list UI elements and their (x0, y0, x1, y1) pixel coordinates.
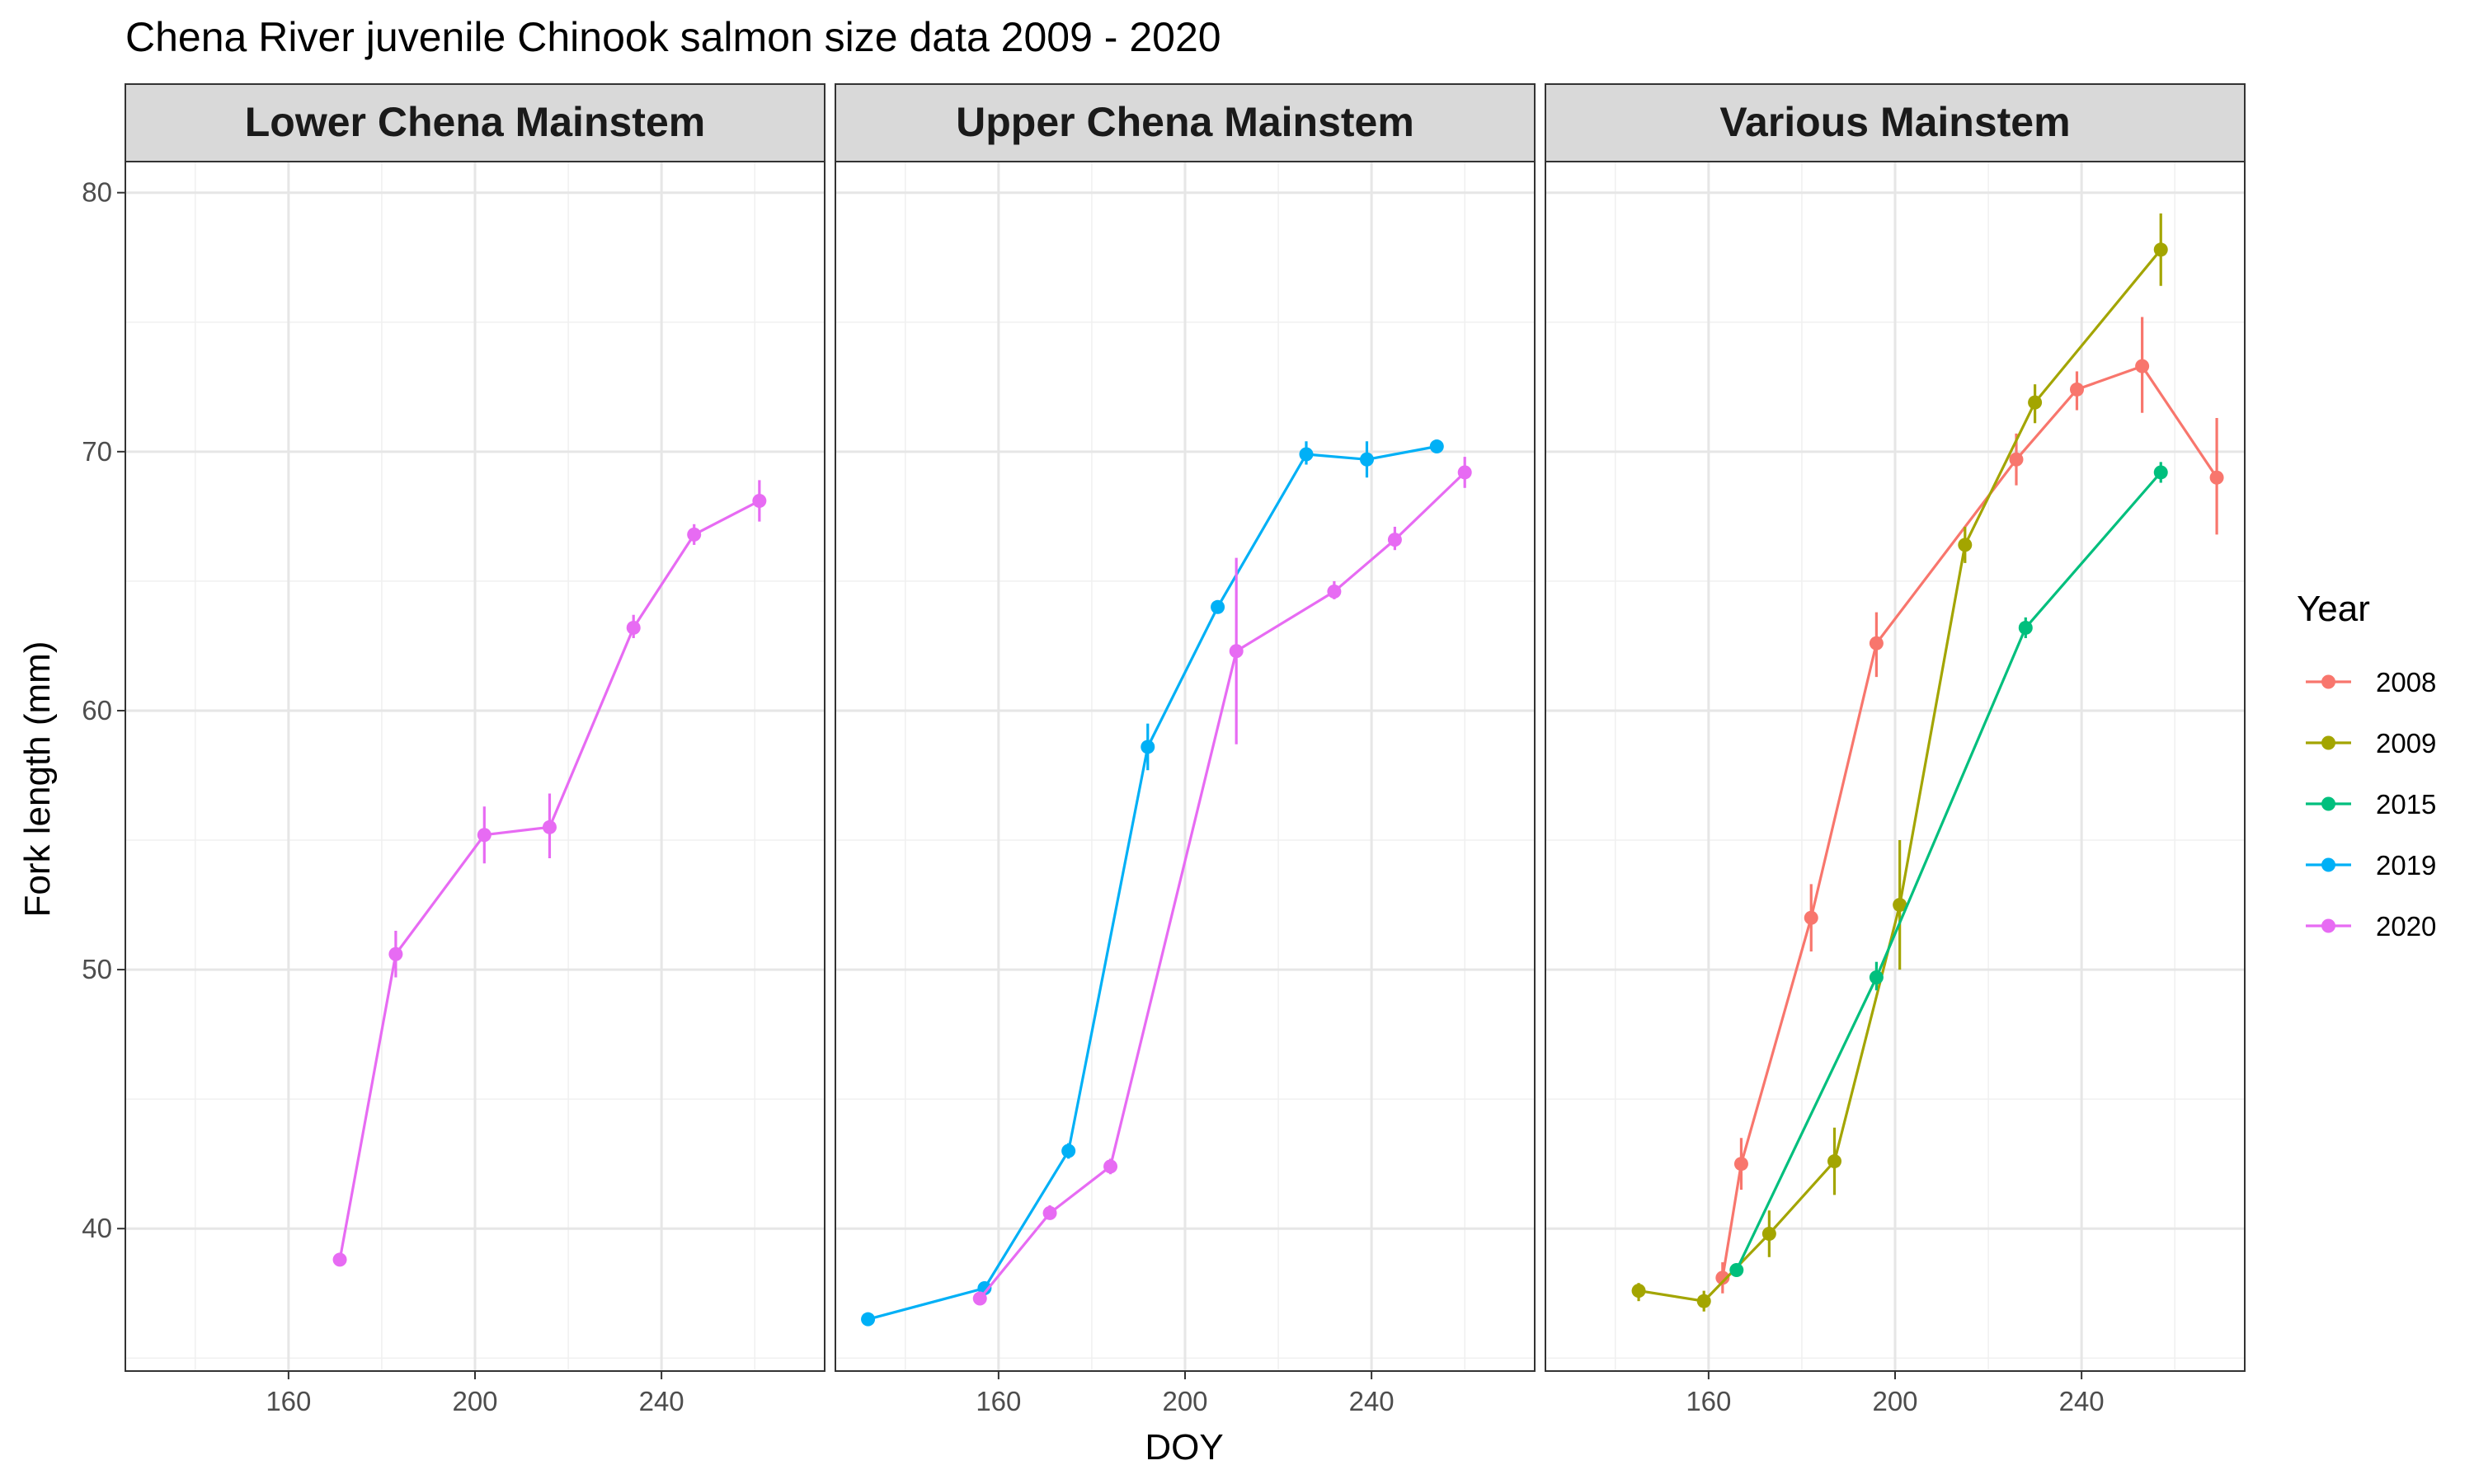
x-tick-label: 240 (2059, 1386, 2105, 1416)
facet-panels: Lower Chena Mainstem 160 200 240 40 50 60 70 80 U… (82, 83, 2246, 1416)
legend-label: 2008 (2376, 667, 2436, 697)
legend-entries: 2008 2009 2015 2019 2020 (2306, 667, 2436, 942)
facet-strip-label: Various Mainstem (1719, 99, 2070, 145)
facet-strip-label: Upper Chena Mainstem (956, 99, 1414, 145)
legend-label: 2019 (2376, 850, 2436, 881)
series-line-2008 (1721, 364, 2218, 1279)
legend-entry-2015: 2015 (2306, 789, 2436, 819)
x-tick-label: 160 (1686, 1386, 1731, 1416)
legend-entry-2020: 2020 (2306, 911, 2436, 942)
series-2015 (1729, 462, 2168, 1277)
legend-key-point (2321, 735, 2335, 750)
data-point (332, 1252, 347, 1267)
data-point (2153, 465, 2168, 480)
series-2020 (972, 457, 1472, 1306)
facet-panel-2: Upper Chena Mainstem 160 200 240 (835, 83, 1536, 1416)
data-point (687, 527, 702, 542)
data-point (1387, 533, 1402, 547)
data-point (1869, 970, 1884, 985)
facet-panel-3: Various Mainstem 160 200 240 (1545, 83, 2246, 1416)
x-axis-title: DOY (1145, 1427, 1223, 1468)
data-point (2018, 620, 2033, 635)
legend-key-point (2321, 918, 2335, 933)
data-point (2135, 359, 2150, 373)
series-2009 (1631, 213, 2168, 1312)
legend-label: 2015 (2376, 789, 2436, 819)
data-point (1761, 1227, 1776, 1242)
data-point (2209, 470, 2224, 485)
data-point (1359, 452, 1374, 467)
legend-title: Year (2297, 589, 2370, 629)
y-tick-label: 70 (82, 436, 112, 467)
facet-strip (1545, 83, 2246, 162)
data-point (1103, 1159, 1118, 1174)
data-point (1958, 538, 1973, 552)
x-tick-label: 240 (1349, 1386, 1395, 1416)
x-tick-label: 200 (452, 1386, 497, 1416)
data-point (1299, 447, 1314, 462)
data-point (1631, 1284, 1646, 1298)
x-tick-label: 200 (1162, 1386, 1207, 1416)
series-2020 (332, 480, 767, 1267)
x-tick-label: 160 (266, 1386, 311, 1416)
data-point (1804, 910, 1818, 925)
data-point (1229, 644, 1244, 659)
series-line-2015 (1735, 471, 2162, 1271)
data-point (1042, 1205, 1057, 1220)
data-point (1869, 636, 1884, 650)
legend-entry-2008: 2008 (2306, 667, 2436, 697)
series-line-2009 (1638, 248, 2162, 1303)
data-point (1696, 1294, 1711, 1308)
series-line-2019 (868, 444, 1437, 1321)
data-point (1893, 898, 1907, 913)
y-tick-label: 50 (82, 954, 112, 984)
data-point (2009, 452, 2024, 467)
data-point (388, 946, 403, 961)
data-point (1457, 465, 1472, 480)
data-point (1729, 1262, 1744, 1277)
legend-key-point (2321, 796, 2335, 811)
legend-label: 2020 (2376, 911, 2436, 942)
data-point (1715, 1270, 1730, 1285)
facet-strip (125, 83, 825, 162)
series-2008 (1715, 317, 2224, 1294)
data-point (542, 819, 557, 834)
data-point (1061, 1144, 1076, 1158)
facet-strip-label: Lower Chena Mainstem (245, 99, 705, 145)
chart-title: Chena River juvenile Chinook salmon size… (125, 14, 1221, 60)
facet-panel-1: Lower Chena Mainstem 160 200 240 40 50 60 70 80 (82, 83, 825, 1416)
legend-key-point (2321, 674, 2335, 689)
data-point (1429, 439, 1444, 454)
legend-entry-2009: 2009 (2306, 728, 2436, 758)
data-point (626, 620, 641, 635)
data-point (1733, 1157, 1748, 1172)
data-point (1211, 599, 1225, 614)
data-point (2028, 395, 2043, 410)
data-point (2069, 382, 2084, 397)
data-point (1141, 740, 1155, 754)
legend-label: 2009 (2376, 728, 2436, 758)
data-point (2153, 242, 2168, 257)
data-point (1827, 1154, 1842, 1169)
data-point (972, 1291, 987, 1306)
legend-entry-2019: 2019 (2306, 850, 2436, 881)
data-point (752, 494, 767, 509)
legend: Year 2008 2009 2015 2019 2020 (2297, 589, 2436, 942)
x-tick-label: 240 (639, 1386, 684, 1416)
x-tick-label: 200 (1872, 1386, 1917, 1416)
data-point (861, 1312, 876, 1327)
y-tick-label: 80 (82, 177, 112, 208)
data-point (1327, 584, 1342, 599)
series-2019 (861, 439, 1444, 1327)
x-tick-label: 160 (976, 1386, 1021, 1416)
y-axis-title: Fork length (mm) (17, 641, 58, 918)
legend-key-point (2321, 857, 2335, 872)
y-tick-label: 60 (82, 695, 112, 726)
facet-strip (835, 83, 1536, 162)
data-point (477, 828, 492, 843)
y-tick-label: 40 (82, 1213, 112, 1243)
